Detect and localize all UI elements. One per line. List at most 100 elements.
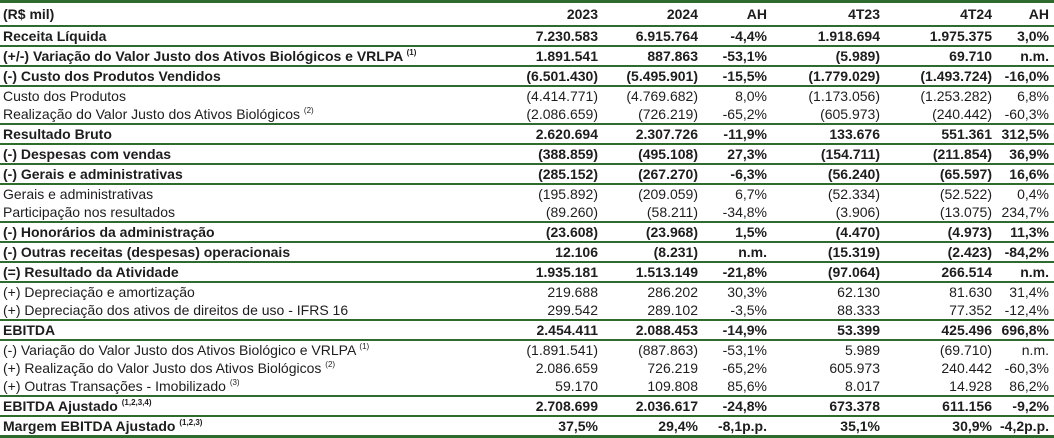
row-label: Participação nos resultados [0,203,480,222]
value-cell: -14,9% [703,319,772,341]
table-row: (+/-) Variação do Valor Justo dos Ativos… [0,45,1054,67]
value-cell: (887.863) [638,342,698,358]
value-cell: 16,6% [997,163,1054,185]
value-cell: (388.859) [480,143,603,165]
row-label: Gerais e administrativas [0,184,480,203]
value-cell: 1.935.181 [480,261,603,283]
row-label-text: (-) Variação do Valor Justo dos Ativos B… [3,342,356,358]
table-row: (-) Gerais e administrativas (285.152) (26… [0,163,1054,185]
row-label-text: (-) Outras receitas (despesas) operacion… [3,244,291,260]
value-cell: (4.973) [885,221,997,243]
value-cell: (5.989) [772,45,885,67]
value-cell: (1.253.282) [920,88,992,104]
header-cell: (R$ mil) [0,0,480,27]
row-label-text: (+) Depreciação e amortização [3,284,195,300]
table-row: (-) Despesas com vendas (388.859) (495.108… [0,143,1054,165]
footnote-ref: (1) [359,342,370,351]
value-cell: 86,2% [1009,378,1049,394]
row-label-text: EBITDA Ajustado [3,398,118,414]
value-cell: (3.906) [835,204,880,220]
row-label: (+) Outras Transações - Imobilizado (3) [0,377,480,396]
table-row: Participação nos resultados (89.260) (58.2… [0,203,1054,222]
value-cell: (97.064) [772,261,885,283]
value-cell: (4.769.682) [626,88,698,104]
value-cell: 286.202 [647,284,698,300]
value-cell: 88.333 [837,302,880,318]
value-cell: (726.219) [638,106,698,122]
row-label: (+) Depreciação dos ativos de direitos d… [0,301,480,320]
row-label: EBITDA [0,319,480,341]
value-cell: 3,0% [997,25,1054,47]
value-cell: 234,7% [1001,204,1049,220]
row-label: Realização do Valor Justo dos Ativos Bio… [0,105,480,124]
header-cell: 2024 [603,0,703,27]
value-cell: -60,3% [1004,106,1049,122]
value-cell: (1.493.724) [885,65,997,87]
value-cell: (195.892) [538,186,598,202]
value-cell: 551.361 [885,123,997,145]
row-label-text: (+) Outras Transações - Imobilizado [3,378,226,394]
value-cell: (211.854) [885,143,997,165]
value-cell: (4.414.771) [526,88,598,104]
value-cell: 611.156 [885,395,997,417]
value-cell: (6.501.430) [480,65,603,87]
value-cell: (1.779.029) [772,65,885,87]
table-row: EBITDA 2.454.411 2.088.453 -14,9% 53.399 425.… [0,319,1054,341]
value-cell: n.m. [997,45,1054,67]
row-label-text: (-) Gerais e administrativas [3,166,183,182]
row-label: (+/-) Variação do Valor Justo dos Ativos… [0,45,480,67]
footnote-ref: (1) [406,48,417,57]
value-cell: 696,8% [997,319,1054,341]
value-cell: (605.973) [820,106,880,122]
value-cell: -16,0% [997,65,1054,87]
header-cell: 4T24 [885,0,997,27]
row-label: (-) Variação do Valor Justo dos Ativos B… [0,340,480,359]
value-cell: (89.260) [545,204,598,220]
value-cell: (65.597) [885,163,997,185]
row-label: (+) Realização do Valor Justo dos Ativos… [0,359,480,377]
value-cell: (240.442) [932,106,992,122]
value-cell: 11,3% [997,221,1054,243]
value-cell: -34,8% [722,204,767,220]
value-cell: -84,2% [997,241,1054,263]
value-cell: 69.710 [885,45,997,67]
value-cell: 6,8% [1017,88,1049,104]
row-label: Resultado Bruto [0,123,480,145]
value-cell: 35,1% [772,415,885,438]
value-cell: 1.513.149 [603,261,703,283]
table-row: (+) Depreciação dos ativos de direitos d… [0,301,1054,320]
value-cell: (285.152) [480,163,603,185]
value-cell: -9,2% [997,395,1054,417]
header-cell: AH [703,0,772,27]
value-cell: -4,4% [703,25,772,47]
row-label: (-) Despesas com vendas [0,143,480,165]
value-cell: 77.352 [949,302,992,318]
value-cell: (2.086.659) [526,106,598,122]
row-label-text: Realização do Valor Justo dos Ativos Bio… [3,106,301,122]
value-cell: -53,1% [703,45,772,67]
value-cell: (52.522) [939,186,992,202]
footnote-ref: (2) [303,106,314,115]
row-label-text: Margem EBITDA Ajustado [3,418,176,434]
row-label: Margem EBITDA Ajustado (1,2,3) [0,415,480,438]
value-cell: 887.863 [603,45,703,67]
value-cell: n.m. [1021,342,1049,358]
value-cell: 5.989 [844,342,880,358]
value-cell: 2.708.699 [480,395,603,417]
value-cell: 81.630 [949,284,992,300]
row-label: (-) Gerais e administrativas [0,163,480,185]
value-cell: (23.968) [603,221,703,243]
value-cell: (58.211) [646,204,698,220]
table-row: (+) Realização do Valor Justo dos Ativos… [0,359,1054,377]
value-cell: n.m. [997,261,1054,283]
value-cell: -60,3% [1004,360,1049,376]
footnote-ref: (3) [229,378,240,387]
value-cell: 2.088.453 [603,319,703,341]
value-cell: (154.711) [772,143,885,165]
row-label-text: Resultado Bruto [3,126,112,142]
row-label-text: (+/-) Variação do Valor Justo dos Ativos… [3,48,403,64]
value-cell: 8,0% [735,88,767,104]
value-cell: 1,5% [703,221,772,243]
value-cell: 36,9% [997,143,1054,165]
